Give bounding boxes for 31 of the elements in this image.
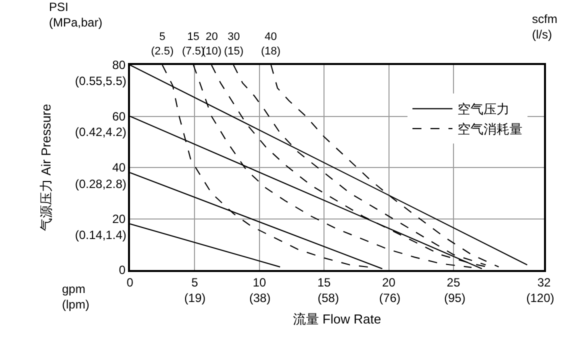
y-tick-label: 80 — [112, 58, 126, 72]
x2-tick-label: (76) — [379, 291, 400, 305]
x2-tick-label: (38) — [249, 291, 271, 305]
y-tick-label: 0 — [118, 263, 126, 278]
x-tick-label: 5 — [191, 275, 198, 290]
x-tick-label: 32 — [537, 275, 551, 290]
x2-tick-label: (19) — [184, 291, 206, 305]
text: PSI (MPa,bar) — [49, 0, 102, 30]
y-tick-label: 60 — [112, 109, 126, 124]
annotation: 40 (18) — [261, 31, 281, 58]
text: (0.55,5.5) — [75, 74, 126, 88]
y-tick-label: 40 — [112, 160, 126, 175]
text: (0.42,4.2) — [75, 125, 126, 139]
text: gpm (lpm) — [62, 282, 90, 312]
y-tick-label: 20 — [112, 212, 126, 226]
text: (0.28,2.8) — [75, 177, 126, 191]
x2-tick-label: (120) — [526, 291, 554, 305]
x-tick-label: 15 — [317, 275, 332, 290]
x-tick-label: 10 — [252, 275, 266, 290]
text: (0.14,1.4) — [75, 228, 126, 242]
legend-label: 空气消耗量 — [457, 122, 522, 137]
legend-label: 空气压力 — [457, 102, 510, 117]
x-tick-label: 20 — [382, 275, 396, 290]
annotation: 30 (15) — [224, 31, 244, 58]
x-axis-title: 流量 Flow Rate — [292, 312, 382, 326]
x2-tick-label: (58) — [318, 291, 339, 305]
annotation: 5 (2.5) — [151, 31, 174, 58]
y-axis-title: 气源压力 Air Pressure — [38, 104, 54, 232]
x-tick-label: 25 — [446, 275, 460, 290]
x2-tick-label: (95) — [444, 291, 466, 305]
text: scfm (l/s) — [532, 12, 558, 42]
